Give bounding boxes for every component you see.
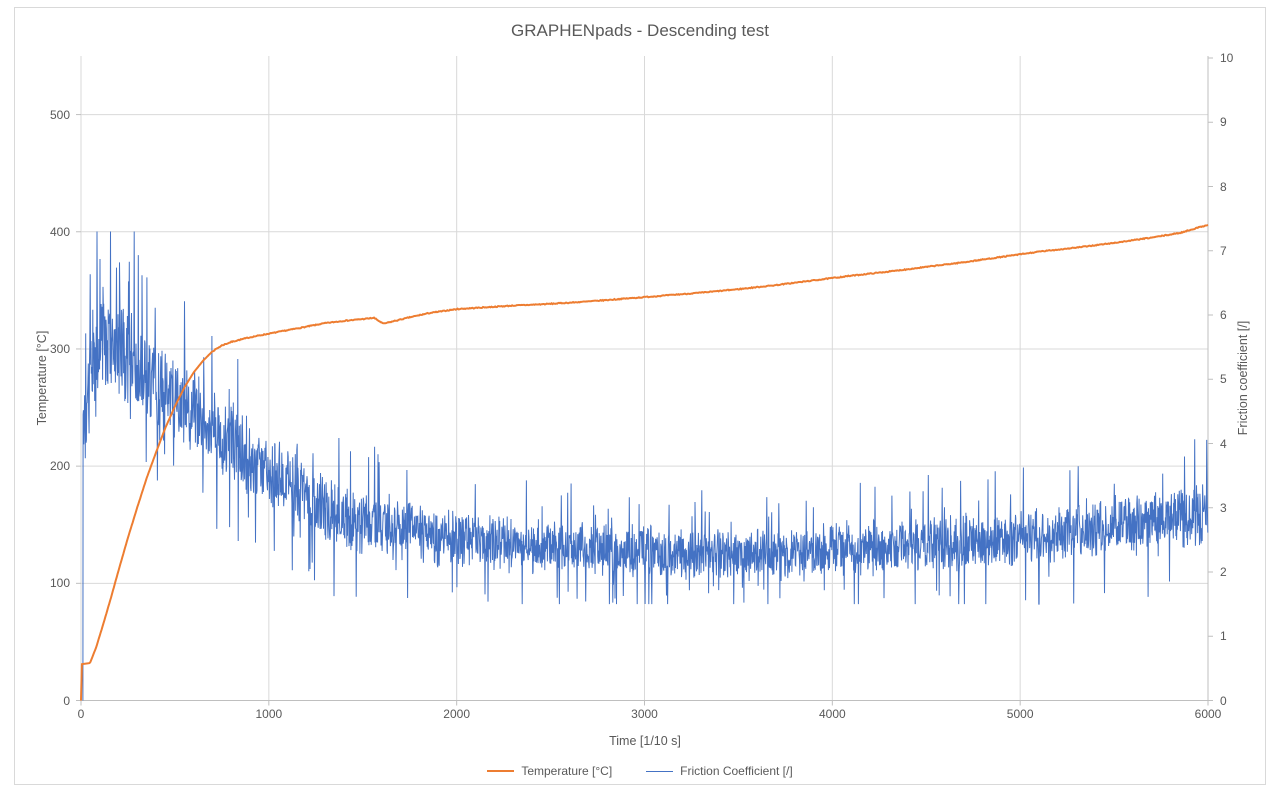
y-left-tick-label: 200 [49, 459, 70, 474]
x-tick-label: 5000 [1006, 707, 1034, 721]
x-tick-label: 2000 [443, 707, 471, 721]
x-tick-label: 1000 [255, 707, 283, 721]
x-tick-label: 0 [77, 707, 85, 721]
friction-series-line [82, 231, 1209, 701]
y-right-tick-label: 10 [1220, 51, 1234, 65]
y-right-tick-label: 3 [1220, 500, 1227, 515]
legend: Temperature [°C] Friction Coefficient [/… [0, 764, 1280, 778]
y-right-tick-label: 5 [1220, 372, 1227, 387]
legend-label-friction: Friction Coefficient [/] [680, 764, 793, 778]
legend-label-temperature: Temperature [°C] [521, 764, 613, 778]
y-left-tick-label: 0 [63, 693, 70, 708]
y-axis-right-title: Friction coefficient [/] [1236, 320, 1250, 436]
friction-line-swatch [646, 770, 674, 772]
chart-frame [14, 7, 1266, 785]
temperature-series-line [80, 223, 1209, 701]
temperature-line-swatch [487, 770, 515, 772]
y-right-tick-label: 8 [1220, 179, 1227, 194]
y-left-tick-label: 400 [49, 224, 70, 239]
x-tick-label: 3000 [631, 707, 658, 721]
x-tick-label: 4000 [818, 707, 846, 721]
y-left-tick-label: 300 [49, 341, 70, 356]
y-right-tick-label: 7 [1220, 243, 1227, 258]
x-axis-title: Time [1/10 s] [609, 734, 681, 748]
y-right-tick-label: 0 [1220, 693, 1227, 708]
y-left-tick-label: 500 [49, 107, 70, 122]
y-right-tick-label: 4 [1220, 436, 1227, 451]
y-right-tick-label: 2 [1220, 565, 1227, 579]
legend-item-temperature: Temperature [°C] [487, 764, 612, 778]
y-right-tick-label: 6 [1220, 308, 1227, 322]
x-tick-label: 6000 [1194, 707, 1222, 721]
legend-item-friction: Friction Coefficient [/] [646, 764, 793, 778]
y-axis-left-title: Temperature [°C] [35, 330, 49, 426]
chart-title: GRAPHENpads - Descending test [511, 21, 769, 40]
y-left-tick-label: 100 [49, 576, 70, 591]
y-right-tick-label: 1 [1220, 629, 1227, 644]
y-right-tick-label: 9 [1220, 115, 1227, 130]
